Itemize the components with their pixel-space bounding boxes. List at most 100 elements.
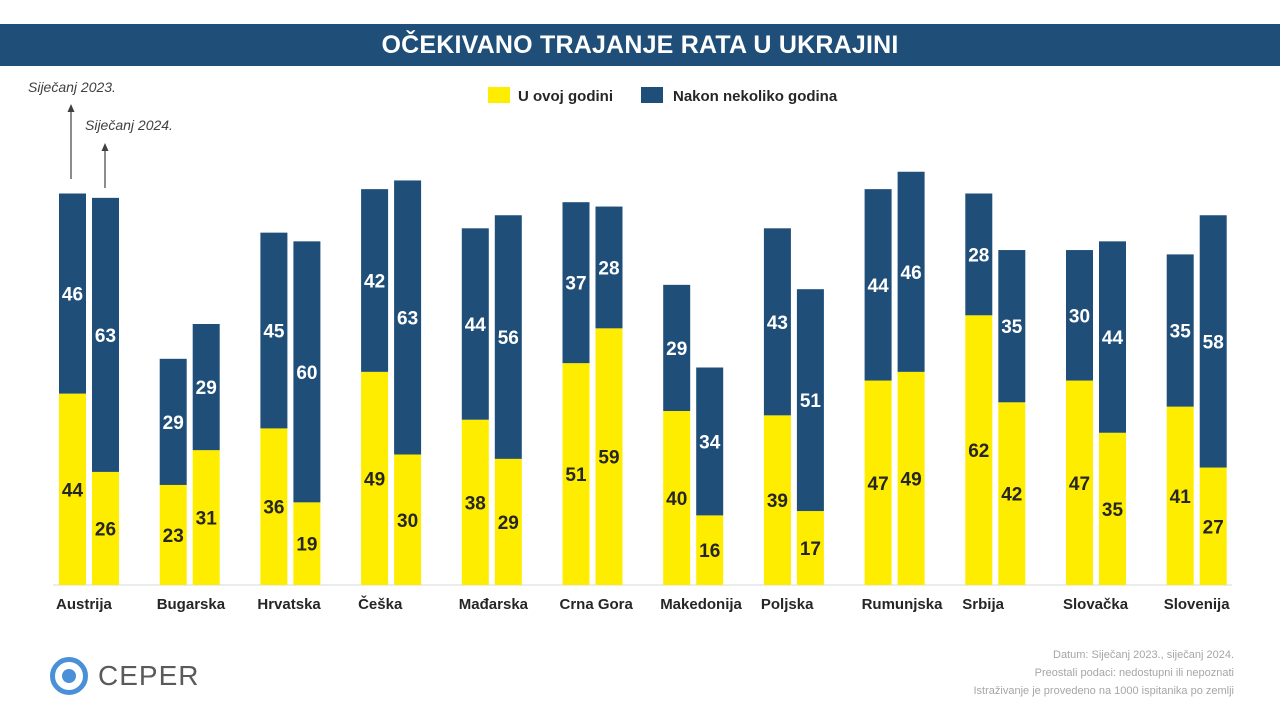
- bar-ceska-2024-few-years: [394, 180, 422, 455]
- value-label-austrija-2023-this-year: 44: [62, 480, 84, 501]
- title-bar: OČEKIVANO TRAJANJE RATA U UKRAJINI: [0, 24, 1280, 66]
- ceper-logo: CEPER: [50, 657, 199, 695]
- bars: [59, 171, 1227, 585]
- legend-label-this-year: U ovoj godini: [518, 88, 613, 105]
- bar-value-labels: 44 46 26 63 23 29 31 29 36 45 19 60 49 42 30 63 38 44 29 56…: [62, 245, 1224, 562]
- category-label-slovacka: Slovačka: [1063, 596, 1129, 613]
- value-label-srbija-2023-this-year: 62: [968, 441, 989, 462]
- value-label-hrvatska-2024-few-years: 60: [296, 363, 317, 384]
- value-label-srbija-2023-few-years: 28: [968, 245, 989, 266]
- category-labels: Austrija Bugarska Hrvatska Češka Mađarska Crn…: [56, 595, 1230, 613]
- value-label-makedonija-2024-few-years: 34: [699, 432, 721, 453]
- ceper-logo-icon: [50, 657, 88, 695]
- bar-makedonija-2024-few-years: [696, 367, 724, 516]
- category-label-crna-gora: Crna Gora: [560, 596, 634, 613]
- chart-title: OČEKIVANO TRAJANJE RATA U UKRAJINI: [381, 30, 899, 59]
- bar-srbija-2023-this-year: [965, 315, 993, 585]
- logo-text: CEPER: [98, 660, 200, 691]
- value-label-srbija-2024-this-year: 42: [1001, 485, 1022, 506]
- bar-ceska-2023-this-year: [361, 371, 389, 585]
- bar-srbija-2023-few-years: [965, 193, 993, 316]
- value-label-slovenija-2023-this-year: 41: [1170, 487, 1192, 508]
- bar-bugarska-2023-this-year: [159, 484, 187, 585]
- value-label-madarska-2023-this-year: 38: [465, 493, 486, 514]
- period-arrow-2023-head: [67, 104, 75, 112]
- value-label-slovacka-2023-few-years: 30: [1069, 306, 1090, 327]
- value-label-srbija-2024-few-years: 35: [1001, 317, 1023, 338]
- bar-bugarska-2024-few-years: [192, 324, 220, 451]
- bar-slovacka-2024-this-year: [1099, 432, 1126, 585]
- value-label-hrvatska-2024-this-year: 19: [296, 535, 317, 556]
- period-label-2023: Siječanj 2023.: [28, 79, 116, 95]
- category-label-makedonija: Makedonija: [660, 596, 742, 613]
- bar-crna-gora-2023-this-year: [562, 363, 590, 585]
- value-label-slovacka-2023-this-year: 47: [1069, 474, 1090, 495]
- bar-srbija-2024-this-year: [998, 402, 1026, 585]
- bar-austrija-2024-few-years: [92, 197, 119, 472]
- bar-austrija-2023-this-year: [59, 393, 86, 585]
- legend-swatch-this-year: [488, 87, 510, 103]
- period-arrow-2024-head: [101, 143, 109, 151]
- value-label-austrija-2024-this-year: 26: [95, 519, 116, 540]
- bar-slovenija-2023-this-year: [1166, 406, 1194, 585]
- bar-madarska-2023-this-year: [461, 419, 489, 585]
- bar-austrija-2024-this-year: [92, 471, 119, 585]
- bar-crna-gora-2023-few-years: [562, 202, 590, 364]
- category-label-srbija: Srbija: [962, 596, 1004, 613]
- bar-makedonija-2024-this-year: [696, 515, 724, 585]
- bar-rumunjska-2023-this-year: [864, 380, 892, 585]
- period-annotations: Siječanj 2023. Siječanj 2024.: [28, 79, 173, 188]
- value-label-makedonija-2024-this-year: 16: [699, 541, 720, 562]
- value-label-madarska-2024-few-years: 56: [498, 328, 519, 349]
- bar-poljska-2023-few-years: [763, 228, 791, 416]
- value-label-madarska-2024-this-year: 29: [498, 513, 519, 534]
- bar-hrvatska-2023-this-year: [260, 428, 288, 585]
- bar-austrija-2023-few-years: [59, 193, 86, 394]
- footnote-sample: Istraživanje je provedeno na 1000 ispita…: [973, 685, 1235, 697]
- value-label-bugarska-2024-few-years: 29: [196, 378, 217, 399]
- legend-swatch-few-years: [641, 87, 663, 103]
- value-label-slovenija-2023-few-years: 35: [1170, 322, 1192, 343]
- bar-slovenija-2024-few-years: [1199, 215, 1227, 468]
- bar-hrvatska-2024-this-year: [293, 502, 321, 585]
- value-label-slovacka-2024-this-year: 35: [1102, 500, 1124, 521]
- category-label-madarska: Mađarska: [459, 596, 529, 613]
- bar-makedonija-2023-few-years: [663, 284, 691, 411]
- bar-madarska-2024-few-years: [494, 215, 522, 459]
- value-label-rumunjska-2024-this-year: 49: [901, 469, 922, 490]
- value-label-poljska-2023-few-years: 43: [767, 313, 788, 334]
- value-label-crna-gora-2024-this-year: 59: [598, 448, 619, 469]
- value-label-crna-gora-2024-few-years: 28: [598, 258, 619, 279]
- bar-bugarska-2023-few-years: [159, 358, 187, 485]
- bar-ceska-2024-this-year: [394, 454, 422, 585]
- bar-slovenija-2024-this-year: [1199, 467, 1227, 585]
- value-label-makedonija-2023-this-year: 40: [666, 489, 687, 510]
- bar-madarska-2024-this-year: [494, 458, 522, 585]
- value-label-hrvatska-2023-few-years: 45: [263, 322, 285, 343]
- value-label-hrvatska-2023-this-year: 36: [263, 498, 284, 519]
- value-label-poljska-2024-this-year: 17: [800, 539, 821, 560]
- bar-madarska-2023-few-years: [461, 228, 489, 420]
- value-label-bugarska-2023-few-years: 29: [163, 413, 184, 434]
- bar-rumunjska-2024-this-year: [897, 371, 925, 585]
- value-label-austrija-2024-few-years: 63: [95, 326, 116, 347]
- bar-poljska-2023-this-year: [763, 415, 791, 585]
- bar-poljska-2024-few-years: [796, 289, 824, 512]
- category-label-rumunjska: Rumunjska: [862, 596, 944, 613]
- bar-hrvatska-2023-few-years: [260, 232, 288, 429]
- bar-slovacka-2024-few-years: [1099, 241, 1126, 433]
- legend-label-few-years: Nakon nekoliko godina: [673, 88, 838, 105]
- bar-poljska-2024-this-year: [796, 511, 824, 585]
- value-label-ceska-2024-this-year: 30: [397, 511, 418, 532]
- bar-slovenija-2023-few-years: [1166, 254, 1194, 407]
- bar-crna-gora-2024-this-year: [595, 328, 623, 585]
- bar-bugarska-2024-this-year: [192, 450, 220, 585]
- value-label-poljska-2023-this-year: 39: [767, 491, 788, 512]
- footnote-date: Datum: Siječanj 2023., siječanj 2024.: [1053, 649, 1234, 661]
- bar-makedonija-2023-this-year: [663, 411, 691, 585]
- category-label-slovenija: Slovenija: [1164, 596, 1231, 613]
- bar-rumunjska-2023-few-years: [864, 189, 892, 381]
- bar-hrvatska-2024-few-years: [293, 241, 321, 503]
- bar-rumunjska-2024-few-years: [897, 171, 925, 372]
